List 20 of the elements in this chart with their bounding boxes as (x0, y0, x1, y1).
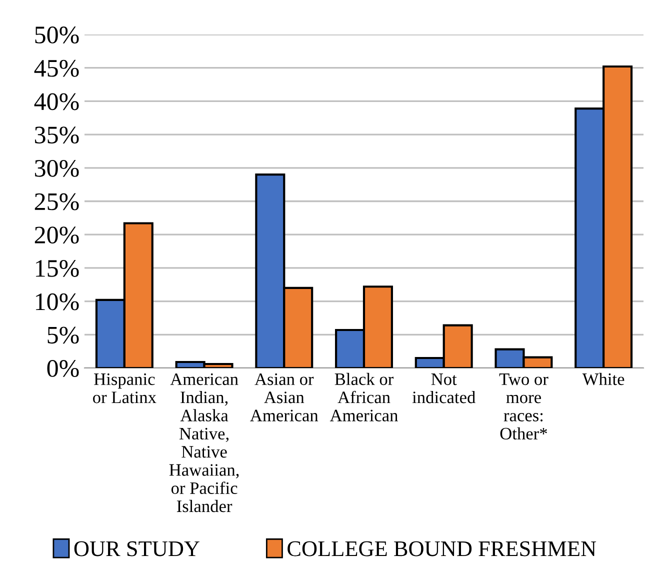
x-tick-label: Asian or Asian American (250, 373, 318, 422)
y-tick-label: 50% (35, 26, 79, 44)
y-tick-label: 30% (35, 160, 79, 177)
y-tick-label: 40% (34, 93, 79, 110)
y-tick-label: 20% (34, 226, 79, 244)
legend-label: OUR STUDY (74, 541, 200, 556)
x-tick-label: Two or more races: Other* (499, 374, 548, 440)
x-tick-label: Black or African American (330, 372, 398, 422)
y-tick-label: 15% (36, 260, 79, 277)
y-tick-label: 45% (34, 60, 79, 77)
x-tick-label: Hispanic or Latinx (93, 373, 156, 404)
x-tick-label: Not indicated (412, 374, 476, 404)
legend-label: COLLEGE BOUND FRESHMEN (288, 541, 596, 556)
y-tick-label: 10% (36, 293, 79, 310)
y-tick-label: 35% (35, 126, 79, 144)
x-tick-label: American Indian, Alaska Native, Native Hawaiian, or Pacific Islander (169, 373, 239, 512)
x-tick-label: White (582, 372, 624, 386)
y-tick-label: 25% (34, 193, 79, 210)
y-tick-label: 0% (47, 360, 79, 377)
y-tick-label: 5% (48, 326, 79, 344)
